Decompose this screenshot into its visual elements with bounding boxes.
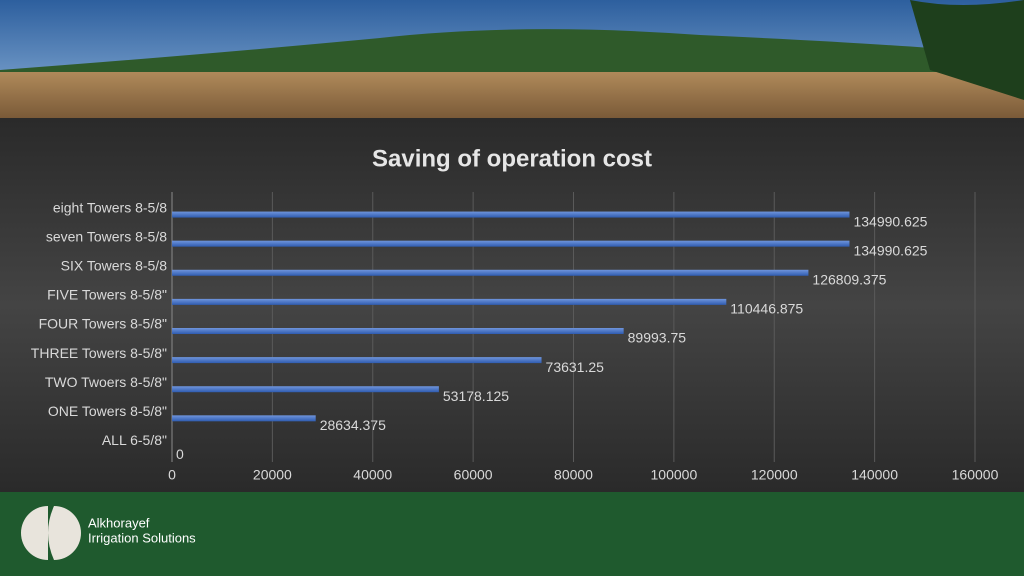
value-label: 126809.375	[812, 271, 886, 287]
x-tick-label: 80000	[554, 467, 593, 483]
bar	[172, 386, 439, 393]
y-tick-label: THREE Towers 8-5/8"	[31, 345, 167, 361]
x-tick-label: 120000	[751, 467, 798, 483]
x-tick-label: 0	[168, 467, 176, 483]
bar	[172, 357, 542, 364]
bar	[172, 298, 727, 305]
chart-title: Saving of operation cost	[372, 145, 652, 172]
value-label: 28634.375	[320, 417, 386, 433]
bar	[172, 415, 316, 422]
x-tick-label: 40000	[353, 467, 392, 483]
value-label: 134990.625	[853, 213, 927, 229]
bar	[172, 211, 850, 218]
value-label: 134990.625	[853, 242, 927, 258]
y-tick-label: ALL 6-5/8"	[102, 432, 167, 448]
bar	[172, 328, 624, 334]
y-tick-label: TWO Twoers 8-5/8"	[45, 374, 167, 390]
footer	[0, 492, 1024, 576]
x-tick-label: 20000	[253, 467, 292, 483]
banner-photo	[0, 0, 1024, 118]
y-tick-label: eight Towers 8-5/8	[53, 199, 167, 215]
value-label: 0	[176, 446, 184, 462]
bar	[172, 240, 850, 247]
logo-text: Irrigation Solutions	[88, 530, 196, 545]
y-tick-label: FIVE Towers 8-5/8"	[47, 287, 167, 303]
x-tick-label: 140000	[851, 467, 898, 483]
bar	[172, 269, 809, 276]
y-tick-label: seven Towers 8-5/8	[46, 228, 167, 244]
logo-text: Alkhorayef	[88, 515, 150, 530]
value-label: 53178.125	[443, 388, 509, 404]
x-tick-label: 60000	[454, 467, 493, 483]
value-label: 73631.25	[546, 359, 605, 375]
chart-background	[0, 118, 1024, 492]
logo-mark	[21, 506, 81, 560]
value-label: 89993.75	[628, 330, 687, 346]
value-label: 110446.875	[730, 301, 803, 317]
x-tick-label: 100000	[651, 467, 698, 483]
y-tick-label: FOUR Towers 8-5/8"	[39, 316, 167, 332]
y-tick-label: SIX Towers 8-5/8	[61, 257, 168, 273]
x-tick-label: 160000	[952, 467, 999, 483]
y-tick-label: ONE Towers 8-5/8"	[48, 403, 167, 419]
